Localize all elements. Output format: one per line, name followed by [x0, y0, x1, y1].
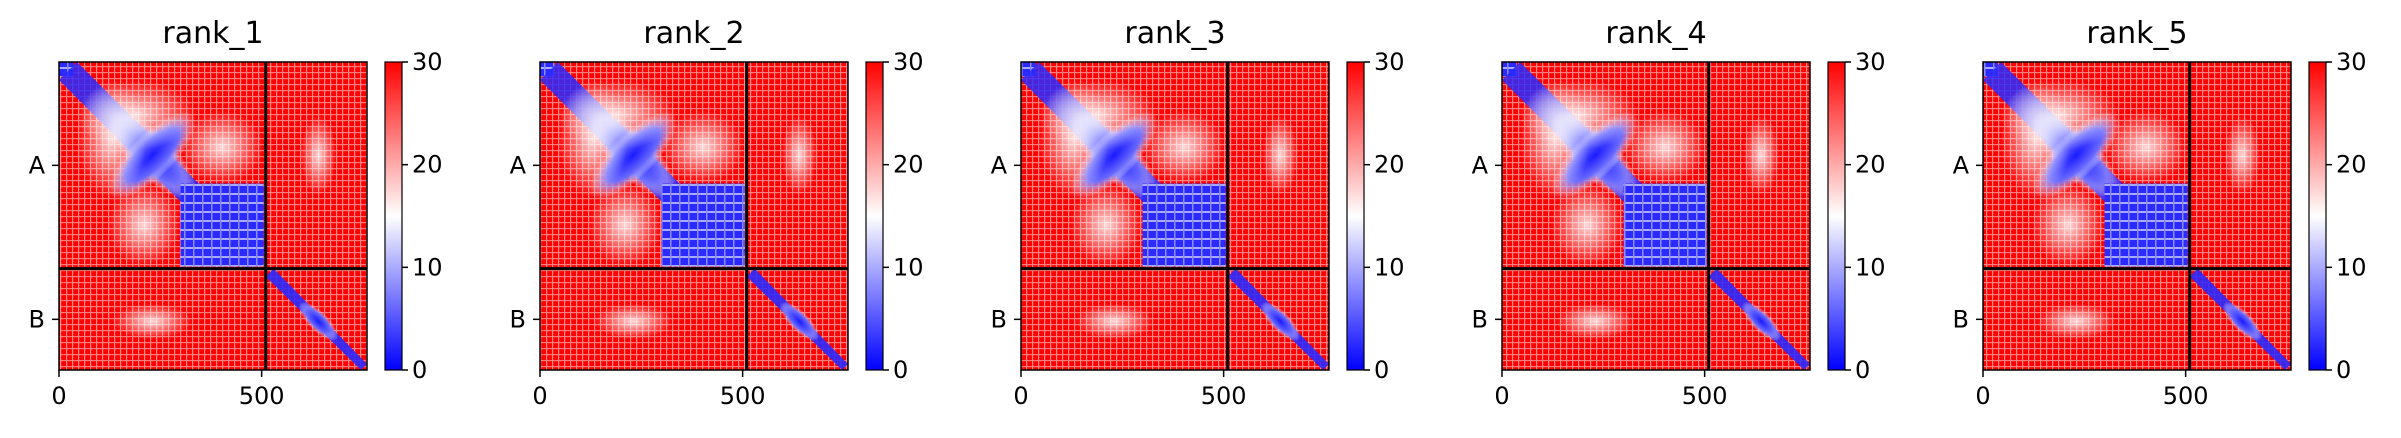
- colorbar: [2308, 61, 2327, 371]
- x-tick-label: 500: [2163, 382, 2209, 410]
- domain-block: [1623, 183, 1707, 267]
- domain-block: [1260, 301, 1301, 342]
- domain-block: [1519, 79, 1639, 150]
- y-tick-label: A: [510, 151, 527, 179]
- y-tick-label: B: [29, 305, 45, 333]
- domain-block: [2104, 110, 2188, 184]
- domain-block: [557, 79, 677, 150]
- interchain-region: [2036, 303, 2117, 340]
- domain-block: [107, 183, 181, 267]
- colorbar-tick-label: 20: [2336, 151, 2367, 179]
- domain-block: [2222, 301, 2263, 342]
- domain-block: [2000, 79, 2120, 150]
- colorbar-tick-label: 0: [412, 356, 427, 384]
- domain-block: [76, 79, 196, 150]
- x-tick-label: 500: [720, 382, 766, 410]
- plot-frame: [1020, 61, 1330, 371]
- x-tick-label: 0: [1494, 382, 1509, 410]
- panel-title: rank_3: [1124, 16, 1225, 51]
- colorbar-tick-label: 20: [1374, 151, 1405, 179]
- plot-frame: [539, 61, 849, 371]
- colorbar-tick-label: 10: [412, 253, 443, 281]
- panel-title: rank_2: [643, 16, 744, 51]
- domain-block: [2031, 183, 2105, 267]
- x-tick-label: 500: [1682, 382, 1728, 410]
- domain-block: [661, 110, 745, 184]
- domain-block: [779, 301, 820, 342]
- domain-block: [298, 301, 339, 342]
- interchain-region: [781, 115, 818, 196]
- domain-block: [1623, 110, 1707, 184]
- colorbar: [384, 61, 403, 371]
- x-tick-label: 500: [1201, 382, 1247, 410]
- interchain-region: [1743, 115, 1780, 196]
- interchain-region: [593, 303, 674, 340]
- colorbar-tick-label: 0: [893, 356, 908, 384]
- domain-block: [1142, 110, 1226, 184]
- interchain-region: [300, 115, 337, 196]
- y-tick-label: B: [991, 305, 1007, 333]
- colorbar-tick-label: 20: [412, 151, 443, 179]
- colorbar-tick-label: 0: [2336, 356, 2351, 384]
- y-tick-label: A: [991, 151, 1008, 179]
- panel-title: rank_5: [2086, 16, 2187, 51]
- x-tick-label: 0: [1013, 382, 1028, 410]
- pae-panel-2: rank_2 A B 0 500 0 10 20 30: [510, 16, 924, 410]
- domain-block: [1550, 183, 1624, 267]
- domain-block: [1069, 183, 1143, 267]
- interchain-region: [2224, 115, 2261, 196]
- y-tick-label: B: [1953, 305, 1969, 333]
- colorbar-tick-label: 0: [1374, 356, 1389, 384]
- domain-block: [661, 183, 745, 267]
- colorbar: [1346, 61, 1365, 371]
- colorbar: [1827, 61, 1846, 371]
- colorbar-tick-label: 20: [893, 151, 924, 179]
- domain-block: [180, 110, 264, 184]
- pae-panel-3: rank_3 A B 0 500 0 10 20 30: [991, 16, 1405, 410]
- y-tick-label: B: [510, 305, 526, 333]
- colorbar-tick-label: 30: [1855, 48, 1886, 76]
- x-tick-label: 500: [239, 382, 285, 410]
- interchain-region: [1262, 115, 1299, 196]
- domain-block: [588, 183, 662, 267]
- pae-panel-5: rank_5 A B 0 500 0 10 20 30: [1953, 16, 2367, 410]
- plot-frame: [1982, 61, 2292, 371]
- x-tick-label: 0: [51, 382, 66, 410]
- colorbar: [865, 61, 884, 371]
- colorbar-tick-label: 0: [1855, 356, 1870, 384]
- y-tick-label: A: [1953, 151, 1970, 179]
- interchain-region: [1555, 303, 1636, 340]
- colorbar-tick-label: 30: [2336, 48, 2367, 76]
- interchain-region: [1074, 303, 1155, 340]
- domain-block: [2104, 183, 2188, 267]
- y-tick-label: A: [29, 151, 46, 179]
- colorbar-tick-label: 10: [1855, 253, 1886, 281]
- colorbar-tick-label: 30: [893, 48, 924, 76]
- pae-panel-1: rank_1 A B 0 500 0 10 20 30: [29, 16, 443, 410]
- colorbar-tick-label: 30: [412, 48, 443, 76]
- pae-panel-4: rank_4 A B 0 500 0 10 20 30: [1472, 16, 1886, 410]
- colorbar-tick-label: 30: [1374, 48, 1405, 76]
- x-tick-label: 0: [1975, 382, 1990, 410]
- y-tick-label: B: [1472, 305, 1488, 333]
- domain-block: [1038, 79, 1158, 150]
- plot-frame: [1501, 61, 1811, 371]
- colorbar-tick-label: 10: [1374, 253, 1405, 281]
- panel-title: rank_4: [1605, 16, 1706, 51]
- colorbar-tick-label: 10: [893, 253, 924, 281]
- plot-frame: [58, 61, 368, 371]
- domain-block: [1142, 183, 1226, 267]
- colorbar-tick-label: 20: [1855, 151, 1886, 179]
- interchain-region: [112, 303, 193, 340]
- domain-block: [1741, 301, 1782, 342]
- y-tick-label: A: [1472, 151, 1489, 179]
- x-tick-label: 0: [532, 382, 547, 410]
- panel-title: rank_1: [162, 16, 263, 51]
- domain-block: [180, 183, 264, 267]
- colorbar-tick-label: 10: [2336, 253, 2367, 281]
